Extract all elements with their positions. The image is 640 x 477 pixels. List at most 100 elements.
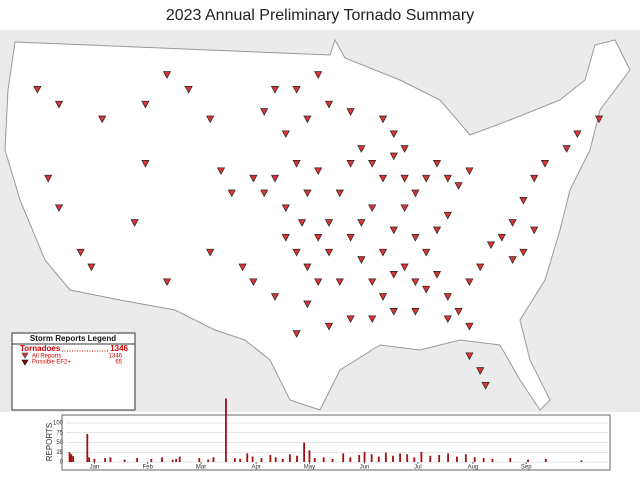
bar xyxy=(509,458,512,462)
tornado-report xyxy=(206,248,215,257)
bar xyxy=(420,451,423,462)
bar xyxy=(473,457,476,462)
tornado-report xyxy=(184,86,193,94)
tornado-report xyxy=(562,145,571,153)
tornado-report xyxy=(481,382,490,390)
bar xyxy=(363,451,366,462)
bar xyxy=(296,455,298,462)
tornado-report xyxy=(292,86,301,94)
bar xyxy=(109,457,112,462)
bar xyxy=(178,456,181,462)
report-markers xyxy=(33,71,604,390)
tornado-report xyxy=(54,100,64,109)
tornado-report xyxy=(432,226,442,235)
bar xyxy=(269,454,272,462)
tornado-report xyxy=(400,145,409,153)
tornado-report xyxy=(594,115,604,124)
bar xyxy=(93,458,96,462)
tornado-report xyxy=(454,308,463,316)
tornado-report xyxy=(389,308,398,316)
us-outline xyxy=(4,38,631,411)
legend-all: All Reports xyxy=(32,354,61,360)
tornado-report xyxy=(281,234,290,242)
tornado-report xyxy=(238,263,247,272)
tornado-report xyxy=(465,352,474,361)
legend: Storm Reports Legend Tornadoes 1346 All … xyxy=(11,332,136,411)
tornado-report xyxy=(76,248,85,257)
tornado-report xyxy=(573,130,582,139)
y-tick-label: 0 xyxy=(60,460,64,466)
bar xyxy=(342,453,345,462)
bar xyxy=(429,455,432,462)
tornado-report xyxy=(389,152,398,161)
x-tick-label: Jan xyxy=(90,465,100,471)
tornado-report xyxy=(540,160,550,168)
tornado-report xyxy=(497,234,506,242)
tornado-report xyxy=(508,219,517,227)
bar xyxy=(370,454,373,462)
bar xyxy=(491,458,494,462)
tornado-report xyxy=(357,219,366,227)
tornado-report xyxy=(260,108,269,116)
x-tick-label: May xyxy=(304,465,315,471)
bar xyxy=(281,458,284,462)
tornado-report xyxy=(314,234,323,242)
legend-icon xyxy=(21,359,29,366)
tornado-report xyxy=(389,226,398,235)
bar xyxy=(239,458,242,462)
tornado-report xyxy=(411,234,420,242)
tornado-report xyxy=(411,308,420,316)
tornado-report xyxy=(443,315,452,324)
tornado-report xyxy=(443,293,452,301)
legend-tornadoes: Tornadoes xyxy=(20,344,61,353)
tornado-report xyxy=(324,219,334,227)
tornado-report xyxy=(346,160,355,168)
tornado-report xyxy=(368,315,377,324)
bar xyxy=(456,456,458,462)
tornado-report xyxy=(519,248,528,257)
bar xyxy=(150,458,153,462)
tornado-report xyxy=(297,219,307,227)
bar xyxy=(377,456,380,462)
tornado-report xyxy=(476,367,485,375)
bar xyxy=(399,453,401,462)
tornado-report xyxy=(335,278,344,287)
tornado-report xyxy=(422,248,431,257)
bar xyxy=(289,454,291,462)
tornado-report xyxy=(162,71,172,79)
tornado-report xyxy=(400,174,409,183)
bar xyxy=(212,457,215,462)
bar xyxy=(438,454,441,462)
tornado-report xyxy=(422,174,431,183)
tornado-report xyxy=(260,189,269,198)
tornado-report xyxy=(314,167,323,176)
bar xyxy=(384,452,387,462)
legend-box xyxy=(11,332,136,411)
x-tick-label: Apr xyxy=(251,465,260,471)
bar xyxy=(171,459,174,462)
tornado-report xyxy=(324,322,334,331)
tornado-report xyxy=(206,115,215,124)
tornado-report xyxy=(44,174,53,183)
tornado-report xyxy=(292,160,301,168)
tornado-report xyxy=(346,108,355,116)
tornado-report xyxy=(303,189,312,198)
tornado-report xyxy=(368,160,377,168)
legend-title: Storm Reports Legend xyxy=(30,334,116,343)
bar xyxy=(68,452,71,462)
tornado-report xyxy=(465,322,474,331)
y-tick-label: 25 xyxy=(56,450,63,456)
bar xyxy=(464,454,467,462)
bar xyxy=(175,458,178,462)
tornado-report xyxy=(33,86,42,94)
tornado-report xyxy=(465,278,474,287)
tornado-report xyxy=(303,115,312,124)
bar xyxy=(136,458,138,462)
bar xyxy=(225,398,227,462)
bar xyxy=(544,458,547,462)
bar xyxy=(313,458,316,462)
tornado-report xyxy=(357,256,366,264)
tornado-report xyxy=(141,100,150,109)
tornado-report xyxy=(508,256,517,264)
tornado-report xyxy=(303,263,312,272)
